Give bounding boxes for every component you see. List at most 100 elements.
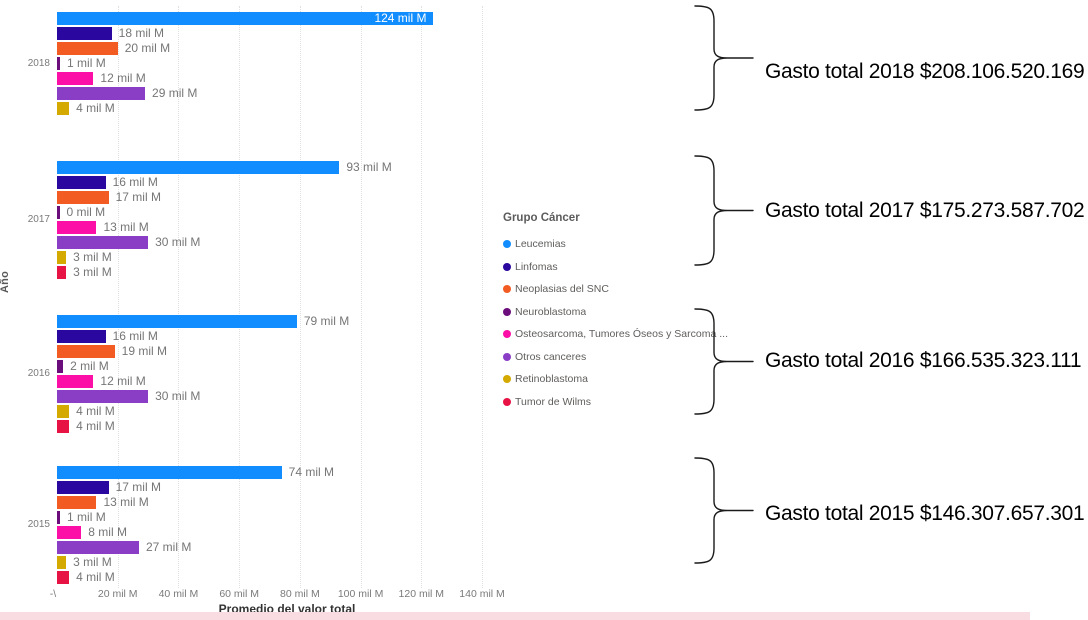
data-label: 12 mil M <box>100 374 146 388</box>
legend-label: Tumor de Wilms <box>515 395 592 408</box>
legend-label: Leucemias <box>515 238 566 251</box>
bar-retinoblastoma-2017[interactable] <box>57 251 67 264</box>
x-tick: 80 mil M <box>280 588 320 600</box>
x-tick: 20 mil M <box>97 588 138 600</box>
bar-otros-canceres-2017[interactable] <box>57 236 149 249</box>
data-label: 30 mil M <box>155 235 201 249</box>
data-label: 1 mil M <box>67 510 106 524</box>
data-label: 3 mil M <box>73 250 112 264</box>
data-label: 18 mil M <box>118 26 164 40</box>
bar-row: 0 mil M <box>0 206 700 219</box>
legend-swatch-icon <box>503 375 511 384</box>
bar-linfomas-2018[interactable] <box>57 27 112 40</box>
bar-linfomas-2015[interactable] <box>57 481 109 494</box>
x-tick: 100 mil M <box>337 588 384 600</box>
bar-row: 93 mil M <box>0 161 700 174</box>
legend-item-neoplasias-del-snc[interactable]: Neoplasias del SNC <box>503 278 733 301</box>
data-label: 16 mil M <box>112 175 158 189</box>
bar-tumor-de-wilms-2016[interactable] <box>57 420 70 433</box>
legend: Grupo Cáncer Leucemias Linfomas Neoplasias… <box>503 212 733 413</box>
bar-leucemias-2016[interactable] <box>57 315 297 328</box>
bar-neoplasias-del-snc-2016[interactable] <box>57 345 115 358</box>
data-label: 4 mil M <box>76 570 115 584</box>
data-label: 13 mil M <box>103 220 149 234</box>
year-group-2018: 2018 124 mil M 18 mil M 20 mil M 1 mil M 12 m… <box>0 12 700 115</box>
bar-row: 12 mil M <box>0 72 700 85</box>
data-label: 0 mil M <box>66 205 106 219</box>
data-label: 4 mil M <box>76 419 115 433</box>
data-label: 1 mil M <box>67 56 106 70</box>
legend-item-neuroblastoma[interactable]: Neuroblastoma <box>503 301 733 324</box>
bar-neoplasias-del-snc-2017[interactable] <box>57 191 109 204</box>
legend-item-leucemias[interactable]: Leucemias <box>503 233 733 256</box>
bar-osteosarcoma-tumores-seos-y--2018[interactable] <box>57 72 94 85</box>
legend-item-retinoblastoma[interactable]: Retinoblastoma <box>503 368 733 391</box>
gridline <box>178 6 180 588</box>
data-label: 16 mil M <box>112 329 158 343</box>
bar-tumor-de-wilms-2015[interactable] <box>57 571 70 584</box>
legend-item-otros-canceres[interactable]: Otros canceres <box>503 346 733 369</box>
legend-swatch-icon <box>503 240 511 249</box>
bottom-highlight-strip <box>0 612 1030 620</box>
legend-item-linfomas[interactable]: Linfomas <box>503 256 733 279</box>
data-label: 19 mil M <box>121 344 168 358</box>
legend-label: Neuroblastoma <box>515 305 587 318</box>
gridline <box>421 6 423 588</box>
legend-item-tumor-de-wilms[interactable]: Tumor de Wilms <box>503 391 733 414</box>
bar-linfomas-2017[interactable] <box>57 176 106 189</box>
bar-retinoblastoma-2015[interactable] <box>57 556 67 569</box>
bar-row: 13 mil M <box>0 496 700 509</box>
bar-neuroblastoma-2016[interactable] <box>57 360 64 373</box>
legend-label: Osteosarcoma, Tumores Óseos y Sarcoma ..… <box>515 328 728 341</box>
bar-row: 2 mil M <box>0 360 700 373</box>
bar-neuroblastoma-2018[interactable] <box>57 57 61 70</box>
gridline <box>299 6 301 588</box>
data-label: 79 mil M <box>303 314 350 328</box>
y-tick-2016: 2016 <box>27 368 50 379</box>
data-label: 20 mil M <box>124 41 171 55</box>
bar-osteosarcoma-tumores-seos-y--2015[interactable] <box>57 526 82 539</box>
legend-swatch-icon <box>503 285 511 294</box>
bar-neuroblastoma-2017[interactable] <box>57 206 60 219</box>
y-tick-2017: 2017 <box>27 214 50 225</box>
data-label: 4 mil M <box>76 101 115 115</box>
y-tick-2015: 2015 <box>27 519 50 530</box>
year-group-2017: 2017 93 mil M 16 mil M 17 mil M 0 mil M 13 mi… <box>0 161 700 279</box>
bar-row: 29 mil M <box>0 87 700 100</box>
bar-row: 3 mil M <box>0 266 700 279</box>
bar-otros-canceres-2016[interactable] <box>57 390 149 403</box>
data-label: 3 mil M <box>73 265 112 279</box>
data-label: 2 mil M <box>70 359 109 373</box>
bar-leucemias-2018[interactable] <box>57 12 434 25</box>
legend-label: Neoplasias del SNC <box>515 283 609 296</box>
gridline <box>117 6 119 588</box>
bar-row: 17 mil M <box>0 481 700 494</box>
bar-retinoblastoma-2016[interactable] <box>57 405 70 418</box>
bar-row: 17 mil M <box>0 191 700 204</box>
x-tick: -\ <box>49 588 57 600</box>
bar-otros-canceres-2015[interactable] <box>57 541 139 554</box>
bar-linfomas-2016[interactable] <box>57 330 106 343</box>
bar-neoplasias-del-snc-2015[interactable] <box>57 496 97 509</box>
data-label: 3 mil M <box>73 555 112 569</box>
bar-osteosarcoma-tumores-seos-y--2017[interactable] <box>57 221 97 234</box>
bar-leucemias-2017[interactable] <box>57 161 340 174</box>
bar-tumor-de-wilms-2017[interactable] <box>57 266 67 279</box>
bar-osteosarcoma-tumores-seos-y--2016[interactable] <box>57 375 94 388</box>
bar-neoplasias-del-snc-2018[interactable] <box>57 42 118 55</box>
data-label: 13 mil M <box>103 495 149 509</box>
legend-label: Retinoblastoma <box>515 373 588 386</box>
bar-row: 1 mil M <box>0 511 700 524</box>
data-label: 12 mil M <box>100 71 146 85</box>
bar-retinoblastoma-2018[interactable] <box>57 102 70 115</box>
bar-leucemias-2015[interactable] <box>57 466 282 479</box>
bar-row: 1 mil M <box>0 57 700 70</box>
legend-label: Otros canceres <box>515 350 587 363</box>
bar-otros-canceres-2018[interactable] <box>57 87 146 100</box>
legend-item-osteosarcoma-tumores-seos-y-[interactable]: Osteosarcoma, Tumores Óseos y Sarcoma ..… <box>503 323 733 346</box>
bar-neuroblastoma-2015[interactable] <box>57 511 61 524</box>
legend-swatch-icon <box>503 352 511 361</box>
gridline <box>482 6 484 588</box>
brace-2018 <box>694 5 754 111</box>
